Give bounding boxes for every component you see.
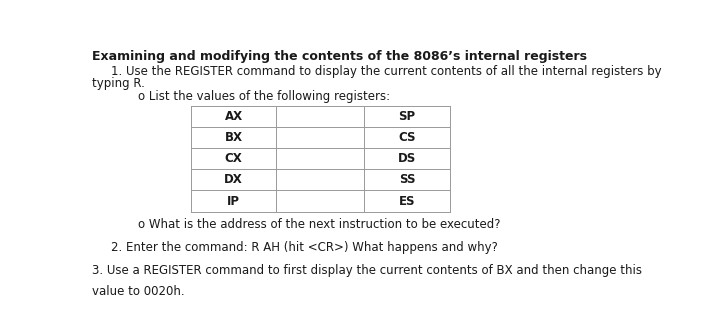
Text: o List the values of the following registers:: o List the values of the following regis… xyxy=(139,90,390,103)
Text: value to 0020h.: value to 0020h. xyxy=(92,285,184,298)
Text: SP: SP xyxy=(399,110,416,123)
Text: BX: BX xyxy=(225,131,242,144)
Text: typing R.: typing R. xyxy=(92,77,144,90)
Text: 3. Use a REGISTER command to first display the current contents of BX and then c: 3. Use a REGISTER command to first displ… xyxy=(92,264,641,277)
Text: Examining and modifying the contents of the 8086’s internal registers: Examining and modifying the contents of … xyxy=(92,50,587,63)
Text: CS: CS xyxy=(398,131,416,144)
Text: o What is the address of the next instruction to be executed?: o What is the address of the next instru… xyxy=(139,218,501,231)
Text: 2. Enter the command: R AH (hit <CR>) What happens and why?: 2. Enter the command: R AH (hit <CR>) Wh… xyxy=(111,242,498,255)
Text: AX: AX xyxy=(225,110,242,123)
Text: SS: SS xyxy=(399,173,415,186)
Text: 1. Use the REGISTER command to display the current contents of all the internal : 1. Use the REGISTER command to display t… xyxy=(111,65,661,78)
Text: CX: CX xyxy=(225,152,242,165)
Text: IP: IP xyxy=(227,194,240,208)
Text: DX: DX xyxy=(224,173,243,186)
Text: DS: DS xyxy=(398,152,416,165)
Text: ES: ES xyxy=(399,194,415,208)
